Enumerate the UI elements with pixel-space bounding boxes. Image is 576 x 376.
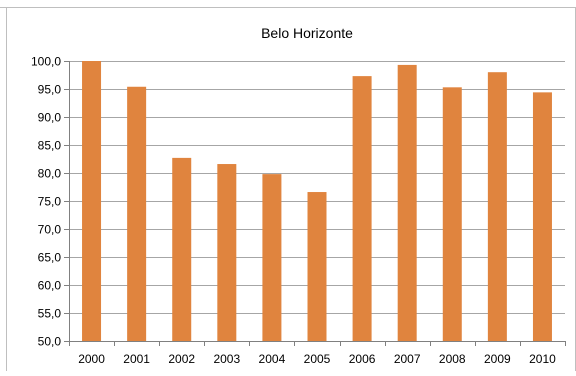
x-tick-label: 2007 <box>394 352 421 366</box>
axes <box>64 61 566 346</box>
bars <box>82 61 552 342</box>
x-tick-label: 2006 <box>349 352 376 366</box>
bar <box>262 174 282 341</box>
y-tick-label: 70,0 <box>38 223 62 237</box>
x-tick-label: 2002 <box>168 352 195 366</box>
chart-title: Belo Horizonte <box>261 25 353 41</box>
bar <box>352 76 372 342</box>
x-tick-label: 2005 <box>304 352 331 366</box>
bar <box>82 61 102 341</box>
bar <box>532 92 552 341</box>
x-tick-label: 2010 <box>529 352 556 366</box>
y-tick-label: 50,0 <box>38 335 62 349</box>
y-tick-labels: 50,0 55,0 60,0 65,0 70,0 75,0 80,0 85,0 90,0 95,0… <box>31 55 61 349</box>
x-tick-label: 2008 <box>439 352 466 366</box>
x-tick-label: 2003 <box>213 352 240 366</box>
y-tick-label: 100,0 <box>31 55 61 69</box>
x-tick-label: 2000 <box>78 352 105 366</box>
y-tick-label: 65,0 <box>38 251 62 265</box>
bar <box>127 86 147 341</box>
y-tick-label: 80,0 <box>38 167 62 181</box>
bar <box>397 64 417 342</box>
bar <box>217 164 237 341</box>
y-tick-label: 55,0 <box>38 307 62 321</box>
x-tick-label: 2009 <box>484 352 511 366</box>
y-tick-label: 60,0 <box>38 279 62 293</box>
x-tick-label: 2001 <box>123 352 150 366</box>
x-tick-label: 2004 <box>259 352 286 366</box>
y-tick-label: 90,0 <box>38 111 62 125</box>
bar <box>307 192 327 341</box>
y-tick-label: 85,0 <box>38 139 62 153</box>
bar <box>442 87 462 341</box>
x-tick-labels: 2000 2001 2002 2003 2004 2005 2006 2007 2008 2009… <box>78 352 556 366</box>
bar <box>172 157 192 341</box>
y-tick-label: 95,0 <box>38 83 62 97</box>
y-tick-label: 75,0 <box>38 195 62 209</box>
bar <box>487 72 507 341</box>
